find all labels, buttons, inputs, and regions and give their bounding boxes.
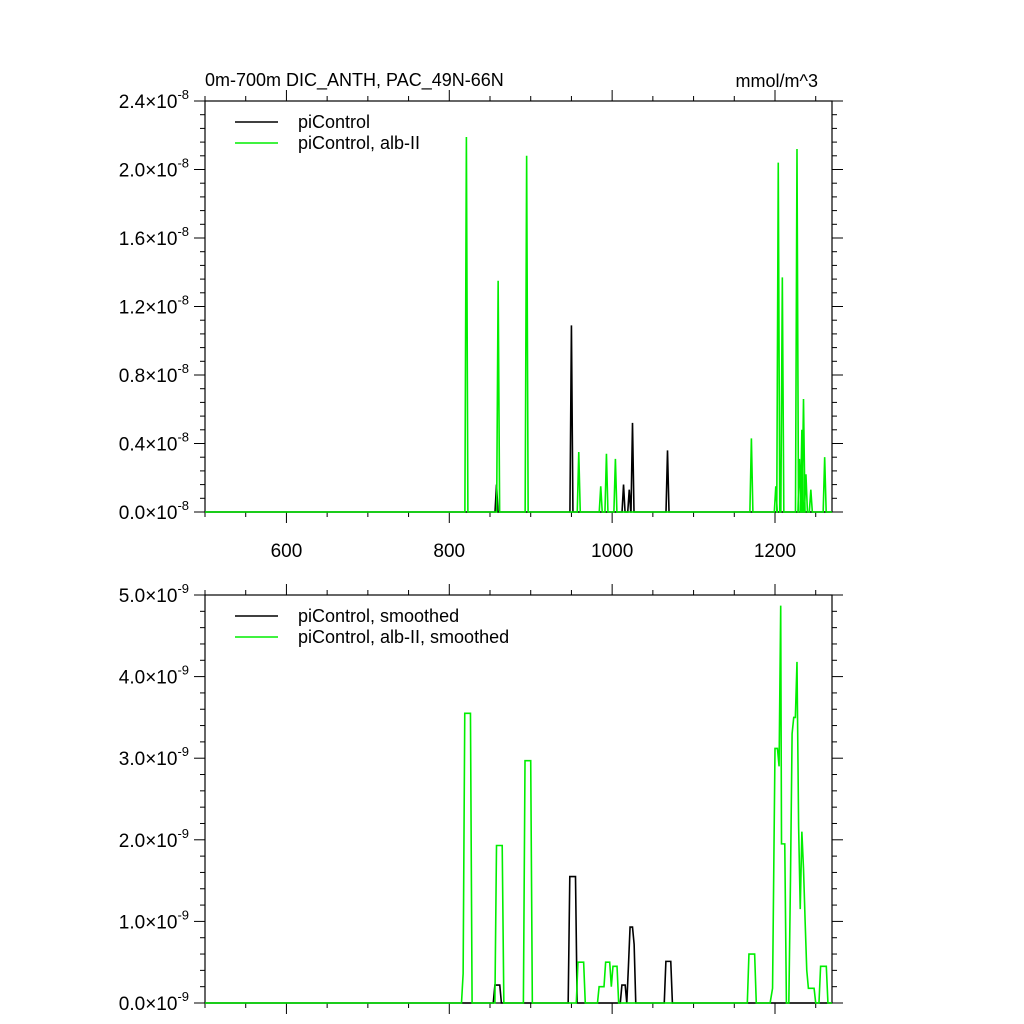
top-x-tick-label: 1000	[591, 541, 633, 562]
bottom-series-line	[205, 605, 832, 1004]
top-panel-units: mmol/m^3	[736, 71, 818, 91]
top-x-tick-label: 800	[433, 541, 465, 562]
bottom-y-tick-label: 1.0×10-9	[119, 907, 189, 933]
top-y-tick-label: 1.2×10-8	[119, 293, 189, 319]
bottom-plot-area: 0.0×10-9 1.0×10-9 2.0×10-9 3.0×10-9 4.0×10-9…	[119, 581, 843, 1015]
top-legend-label: piControl	[298, 112, 370, 132]
bottom-legend-label: piControl, smoothed	[298, 606, 459, 626]
bottom-y-tick-label: 3.0×10-9	[119, 744, 189, 770]
bottom-legend-label: piControl, alb-II, smoothed	[298, 627, 509, 647]
top-series-line	[205, 325, 832, 513]
bottom-y-tick-label: 5.0×10-9	[119, 581, 189, 607]
bottom-y-tick-label: 4.0×10-9	[119, 663, 189, 689]
top-y-tick-label: 2.4×10-8	[119, 87, 189, 113]
bottom-y-tick-label: 0.0×10-9	[119, 989, 189, 1015]
top-plot-area: 600 800 1000 1200 0.0×10-8 0.4×10-8 0.8×10-8 1.…	[119, 87, 843, 562]
top-x-tick-label: 1200	[754, 541, 796, 562]
top-panel-title: 0m-700m DIC_ANTH, PAC_49N-66N	[205, 70, 504, 91]
top-y-tick-label: 0.0×10-8	[119, 498, 189, 524]
top-panel: 0m-700m DIC_ANTH, PAC_49N-66N mmol/m^3 6…	[119, 70, 843, 562]
bottom-plot-frame	[204, 594, 833, 1004]
bottom-y-tick-label: 2.0×10-9	[119, 826, 189, 852]
top-y-tick-label: 1.6×10-8	[119, 224, 189, 250]
top-x-tick-label: 600	[271, 541, 303, 562]
top-y-tick-label: 0.4×10-8	[119, 430, 189, 456]
bottom-panel: 0.0×10-9 1.0×10-9 2.0×10-9 3.0×10-9 4.0×10-9…	[119, 581, 843, 1015]
top-y-tick-label: 0.8×10-8	[119, 361, 189, 387]
top-legend-label: piControl, alb-II	[298, 133, 420, 153]
top-plot-frame	[204, 100, 833, 513]
top-y-tick-label: 2.0×10-8	[119, 156, 189, 182]
top-series-line	[205, 136, 832, 513]
bottom-series-line	[205, 875, 832, 1004]
